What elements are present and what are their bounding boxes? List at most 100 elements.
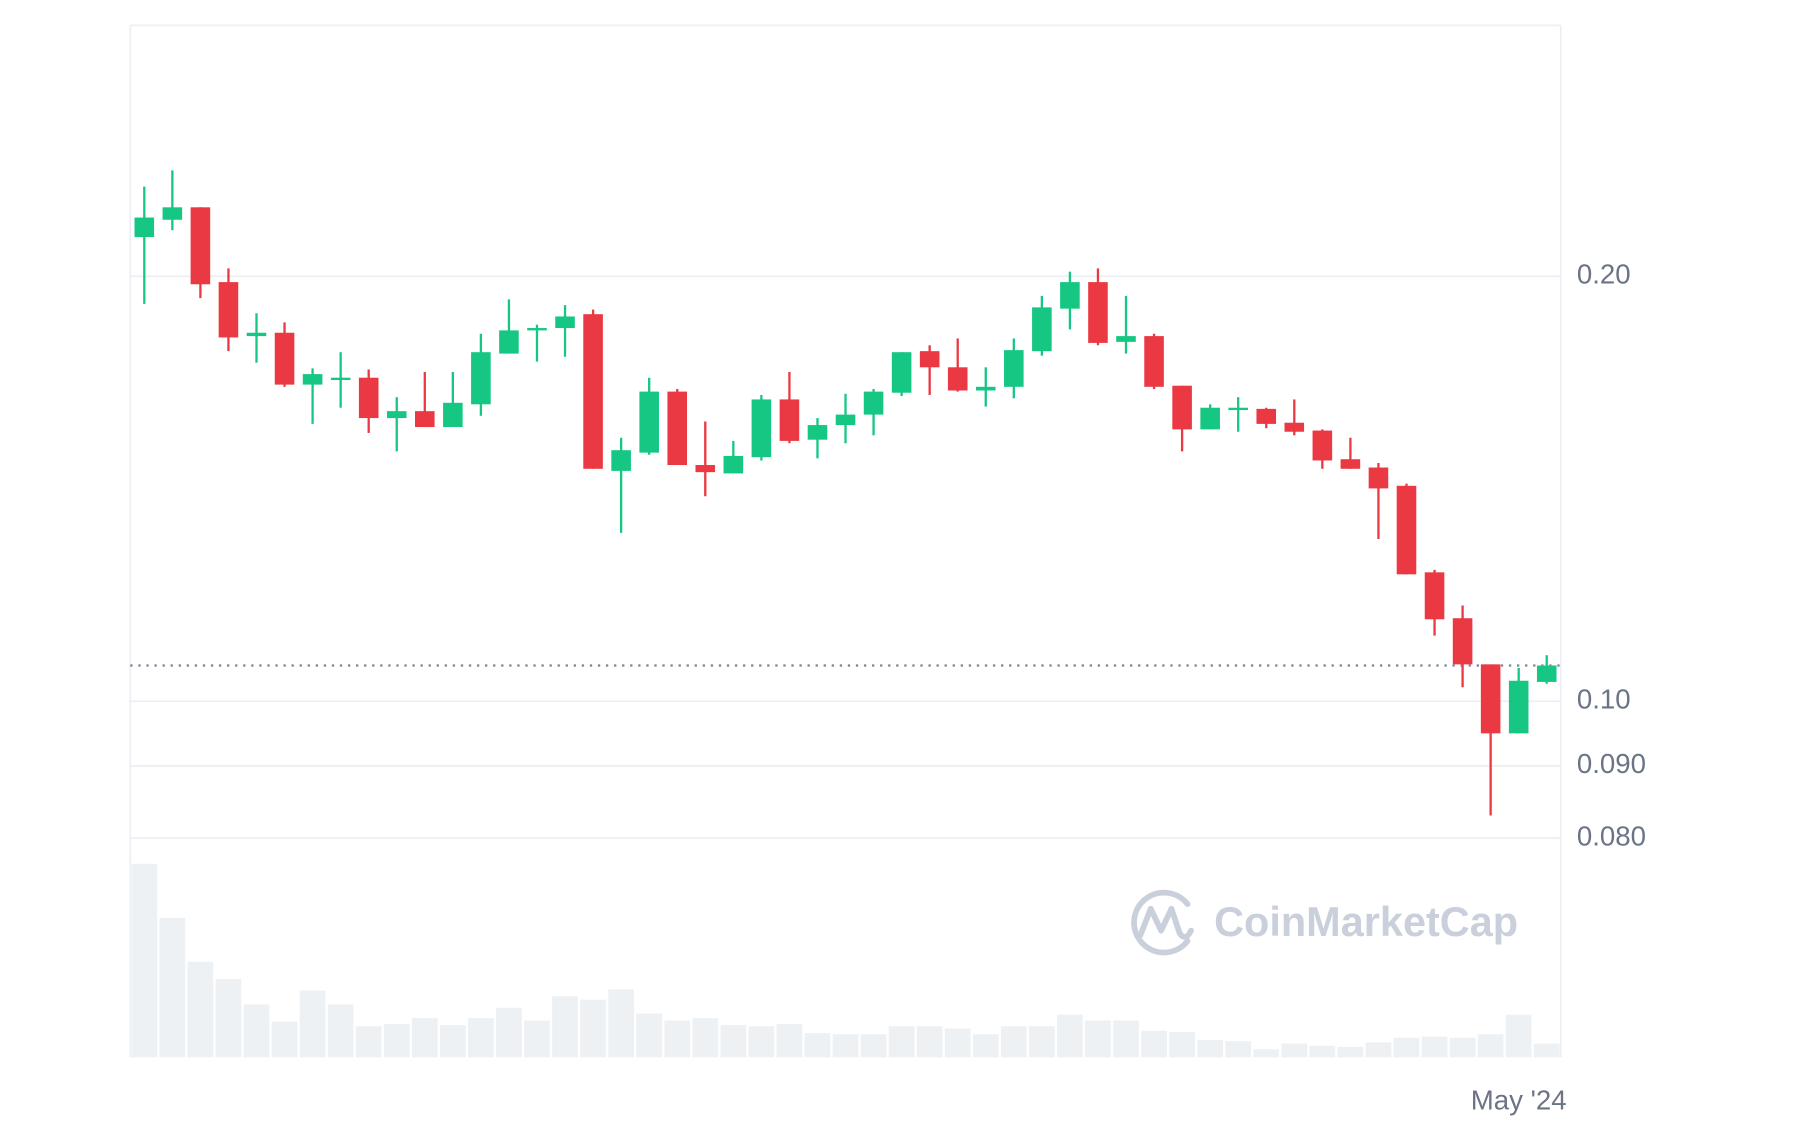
volume-bar [1477,1034,1504,1058]
candle-body [274,332,295,385]
candle-body [751,399,772,458]
candle-body [1172,385,1192,430]
volume-bar [1085,1020,1111,1058]
volume-bar [944,1028,971,1058]
volume-bar [748,1026,775,1058]
candle-body [1424,572,1445,620]
volume-bar [1028,1026,1055,1058]
volume-bar [972,1034,999,1058]
candle-body [1284,422,1305,432]
candle-body [667,391,688,466]
y-tick-label: 0.10 [1577,684,1631,715]
candle-body [891,352,912,393]
candle-body [555,316,575,329]
volume-bar [916,1026,943,1058]
candle-body [1032,307,1052,352]
candle-body [695,465,716,473]
candle-body [499,330,519,354]
candle-body [414,411,435,428]
candle-body [527,328,547,331]
candle-body [723,455,744,474]
volume-bar [1533,1043,1560,1058]
volume-bar [1309,1045,1336,1058]
volume-bar [1421,1036,1448,1058]
volume-bar [411,1018,438,1058]
volume-bar [1393,1037,1420,1058]
volume-bar [1449,1037,1476,1058]
candle-body [807,425,828,440]
candle-body [1508,680,1529,734]
candle-body [1004,350,1024,387]
candle-body [639,391,659,453]
volume-bar [299,990,326,1058]
candle-body [443,402,463,428]
candle-body [1396,485,1417,575]
candle-body [302,374,323,385]
candle-body [835,414,856,426]
volume-bar [1505,1014,1532,1058]
volume-bar [496,1007,522,1058]
volume-bar [552,996,578,1058]
candle-body [611,450,631,471]
y-tick-label: 0.080 [1577,820,1646,851]
volume-bar [1281,1043,1308,1058]
volume-bar [776,1023,803,1058]
candle-body [218,282,239,338]
candle-body [190,207,211,285]
volume-bar [159,917,186,1058]
volume-bar [888,1026,915,1058]
candle-body [779,399,800,441]
candle-body [1368,467,1389,489]
candle-body [919,351,940,368]
y-tick-label: 0.20 [1577,259,1631,290]
candle-body [246,332,267,337]
volume-bar [580,999,606,1058]
candle-body [386,411,407,419]
volume-bar [439,1025,466,1058]
volume-bar [1169,1031,1195,1058]
candle-body [583,314,603,469]
candle-body [134,217,155,238]
volume-bar [1225,1041,1252,1058]
volume-bar [860,1034,887,1058]
candle-body [1256,408,1277,424]
candle-body [1340,459,1361,469]
candle-body [1060,282,1080,309]
candle-body [1116,336,1136,342]
y-tick-label: 0.090 [1577,748,1646,779]
candle-body [1480,664,1501,734]
candle-body [975,386,996,391]
volume-bar [1000,1026,1027,1058]
volume-bar [1337,1046,1364,1058]
volume-bar [468,1018,494,1058]
volume-bar [215,978,242,1058]
volume-bar [131,863,158,1058]
volume-bar [271,1021,298,1058]
volume-bar [804,1033,831,1058]
volume-bar [832,1034,859,1058]
volume-bar [664,1020,691,1058]
volume-bar [524,1020,550,1058]
volume-bar [1197,1040,1224,1058]
candle-body [330,377,351,381]
volume-bar [1365,1042,1392,1058]
candle-body [1088,282,1108,343]
candle-body [1536,665,1557,682]
candle-body [1144,336,1164,387]
volume-bar [187,961,214,1058]
volume-bar [1141,1030,1167,1058]
candle-body [1312,430,1333,461]
candle-body [863,391,884,415]
candle-body [358,377,379,419]
candle-body [1228,407,1248,411]
candle-body [1452,618,1473,665]
volume-bar [692,1018,719,1058]
watermark-logo [1131,889,1194,956]
candle-body [162,207,183,220]
volume-bar [243,1004,270,1058]
volume-bar [1253,1049,1280,1058]
candle-body [1200,407,1220,430]
candle-body [471,352,491,405]
candle-body [947,367,968,391]
